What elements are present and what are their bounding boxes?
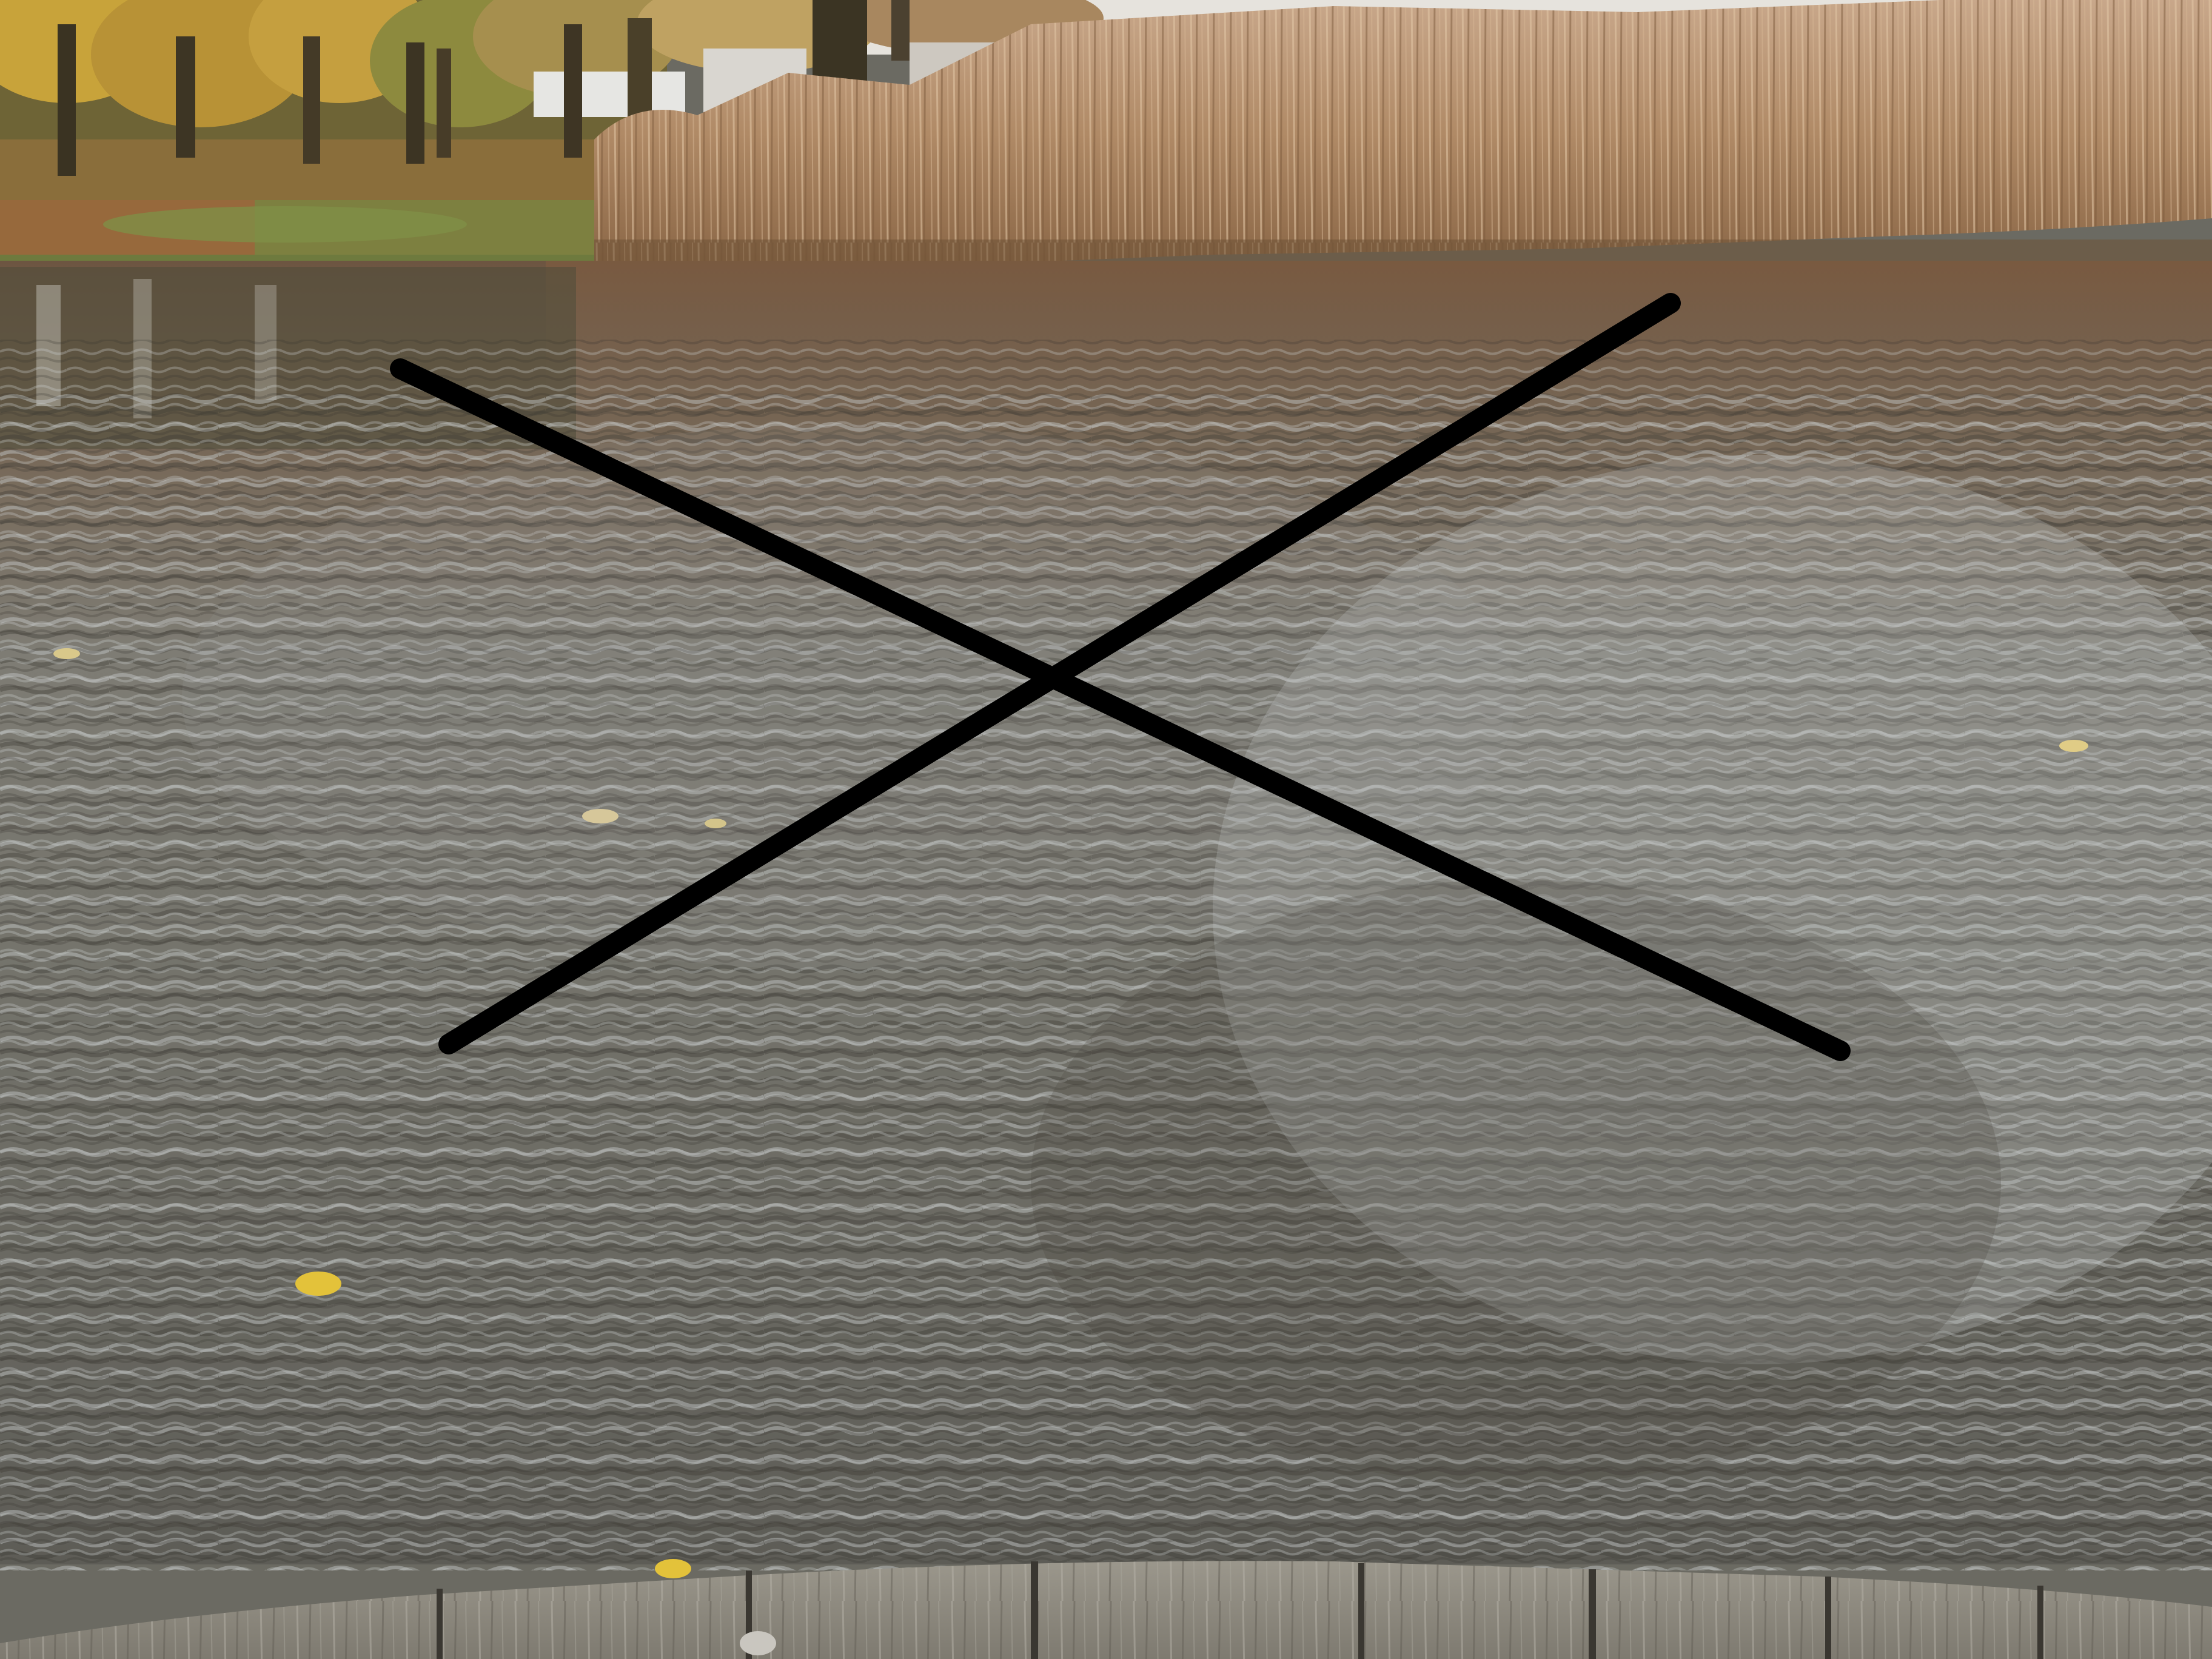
park-background: [0, 0, 1104, 273]
floating-leaf: [705, 819, 726, 828]
x-stroke-right-to-left: [438, 293, 1681, 1054]
floating-leaf: [2059, 740, 2088, 752]
dock-leaf: [740, 1631, 776, 1655]
x-stroke-left-to-right: [390, 358, 1851, 1061]
pond-water: [0, 261, 2212, 1570]
dock-leaf: [655, 1559, 691, 1578]
wooden-dock: [0, 1559, 2212, 1659]
floating-leaf: [53, 648, 80, 659]
x-cross-mark: [390, 293, 1851, 1061]
floating-leaf: [295, 1272, 341, 1296]
floating-leaf: [582, 809, 618, 823]
